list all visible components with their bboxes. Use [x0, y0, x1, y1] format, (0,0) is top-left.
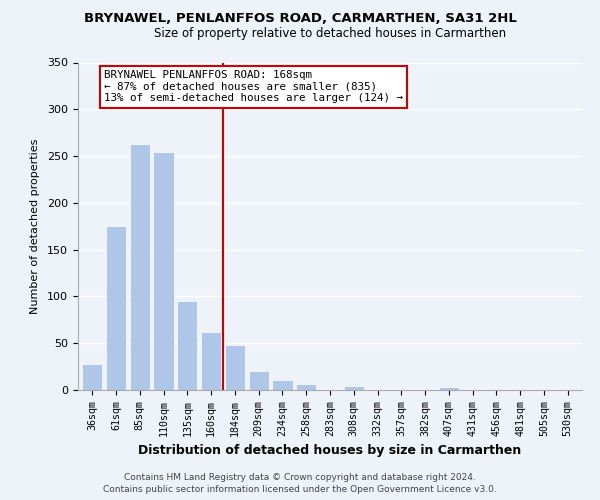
Bar — [272, 380, 293, 390]
X-axis label: Distribution of detached houses by size in Carmarthen: Distribution of detached houses by size … — [139, 444, 521, 457]
Bar — [439, 387, 459, 390]
Y-axis label: Number of detached properties: Number of detached properties — [30, 138, 40, 314]
Bar — [296, 384, 316, 390]
Text: BRYNAWEL, PENLANFFOS ROAD, CARMARTHEN, SA31 2HL: BRYNAWEL, PENLANFFOS ROAD, CARMARTHEN, S… — [83, 12, 517, 26]
Bar — [534, 389, 554, 390]
Bar — [130, 144, 150, 390]
Text: Contains HM Land Registry data © Crown copyright and database right 2024.
Contai: Contains HM Land Registry data © Crown c… — [103, 472, 497, 494]
Bar — [177, 301, 197, 390]
Bar — [154, 152, 173, 390]
Bar — [106, 226, 126, 390]
Text: BRYNAWEL PENLANFFOS ROAD: 168sqm
← 87% of detached houses are smaller (835)
13% : BRYNAWEL PENLANFFOS ROAD: 168sqm ← 87% o… — [104, 70, 403, 103]
Bar — [225, 345, 245, 390]
Bar — [248, 372, 269, 390]
Bar — [201, 332, 221, 390]
Bar — [344, 386, 364, 390]
Bar — [82, 364, 103, 390]
Title: Size of property relative to detached houses in Carmarthen: Size of property relative to detached ho… — [154, 28, 506, 40]
